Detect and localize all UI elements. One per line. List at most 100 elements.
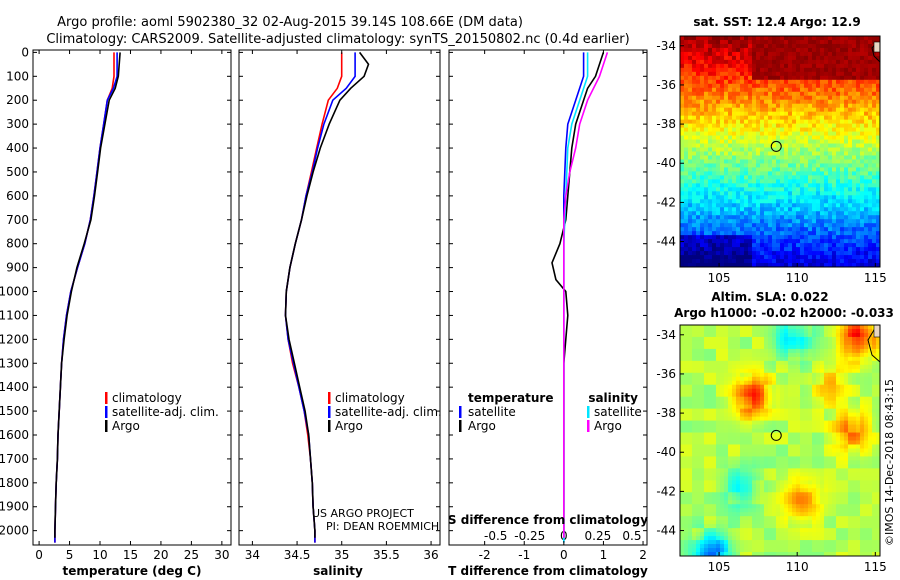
heatmap-cell	[716, 352, 721, 358]
heatmap-cell	[844, 247, 849, 252]
heatmap-cell	[820, 448, 825, 453]
heatmap-cell	[772, 231, 777, 236]
heatmap-cell	[728, 187, 733, 192]
heatmap-cell	[864, 175, 869, 180]
heatmap-cell	[776, 199, 781, 204]
heatmap-cell	[776, 456, 781, 461]
heatmap-cell	[720, 384, 725, 390]
heatmap-cell	[688, 460, 693, 465]
heatmap-cell	[700, 171, 705, 176]
heatmap-cell	[792, 460, 797, 465]
heatmap-cell	[764, 420, 769, 425]
heatmap-cell	[768, 43, 773, 49]
heatmap-cell	[752, 448, 757, 453]
heatmap-cell	[732, 416, 737, 421]
heatmap-cell	[844, 99, 849, 105]
heatmap-cell	[724, 63, 729, 69]
heatmap-cell	[856, 123, 861, 128]
heatmap-cell	[820, 348, 825, 354]
heatmap-cell	[696, 400, 701, 406]
heatmap-cell	[720, 207, 725, 212]
heatmap-cell	[684, 123, 689, 128]
heatmap-cell	[704, 239, 709, 244]
heatmap-cell	[780, 127, 785, 132]
heatmap-cell	[720, 420, 725, 425]
heatmap-cell	[824, 123, 829, 128]
heatmap-cell	[864, 191, 869, 196]
heatmap-cell	[836, 119, 841, 125]
heatmap-cell	[788, 420, 793, 425]
heatmap-cell	[852, 424, 857, 429]
heatmap-cell	[808, 235, 813, 240]
heatmap-cell	[824, 396, 829, 402]
heatmap-cell	[816, 199, 821, 204]
heatmap-cell	[796, 187, 801, 192]
heatmap-cell	[692, 400, 697, 406]
x-tick-label: 34.5	[284, 548, 311, 562]
heatmap-cell	[708, 36, 713, 41]
heatmap-cell	[820, 416, 825, 421]
heatmap-cell	[824, 464, 829, 469]
heatmap-cell	[856, 356, 861, 362]
heatmap-cell	[804, 211, 809, 216]
heatmap-cell	[780, 139, 785, 144]
heatmap-cell	[816, 380, 821, 386]
heatmap-cell	[844, 51, 849, 57]
heatmap-cell	[772, 151, 777, 156]
legend-climatology-swatch	[328, 392, 331, 404]
heatmap-cell	[808, 464, 813, 469]
heatmap-cell	[820, 119, 825, 125]
heatmap-cell	[744, 87, 749, 93]
heatmap-cell	[868, 396, 873, 402]
heatmap-cell	[820, 332, 825, 338]
heatmap-cell	[840, 436, 845, 441]
heatmap-cell	[708, 263, 713, 268]
heatmap-cell	[796, 352, 801, 358]
heatmap-cell	[836, 147, 841, 152]
heatmap-cell	[740, 235, 745, 240]
heatmap-cell	[704, 151, 709, 156]
heatmap-cell	[772, 348, 777, 354]
heatmap-cell	[760, 325, 765, 330]
heatmap-cell	[776, 396, 781, 402]
heatmap-cell	[684, 448, 689, 453]
heatmap-cell	[752, 127, 757, 132]
heatmap-cell	[872, 247, 877, 252]
heatmap-cell	[752, 79, 757, 85]
heatmap-cell	[808, 388, 813, 394]
heatmap-cell	[788, 183, 793, 188]
heatmap-cell	[704, 223, 709, 228]
heatmap-cell	[728, 392, 733, 398]
heatmap-cell	[812, 71, 817, 77]
heatmap-cell	[700, 91, 705, 97]
heatmap-cell	[744, 356, 749, 362]
heatmap-cell	[776, 376, 781, 382]
heatmap-cell	[800, 340, 805, 346]
heatmap-cell	[712, 332, 717, 338]
heatmap-cell	[732, 199, 737, 204]
heatmap-cell	[828, 223, 833, 228]
heatmap-cell	[704, 99, 709, 105]
heatmap-cell	[804, 380, 809, 386]
heatmap-cell	[696, 420, 701, 425]
heatmap-cell	[696, 83, 701, 89]
difference-legend-temperature: temperature satellite Argo	[459, 391, 553, 433]
heatmap-cell	[732, 456, 737, 461]
y-tick-label: 1000	[0, 285, 29, 299]
heatmap-cell	[856, 91, 861, 97]
heatmap-cell	[776, 223, 781, 228]
heatmap-cell	[824, 336, 829, 342]
heatmap-cell	[808, 408, 813, 414]
heatmap-cell	[852, 380, 857, 386]
heatmap-cell	[816, 39, 821, 45]
heatmap-cell	[780, 159, 785, 164]
legend-s-argo-label: Argo	[594, 419, 622, 433]
heatmap-cell	[732, 55, 737, 61]
heatmap-cell	[756, 191, 761, 196]
heatmap-cell	[844, 167, 849, 172]
heatmap-cell	[716, 175, 721, 180]
heatmap-cell	[848, 332, 853, 338]
heatmap-cell	[856, 139, 861, 144]
heatmap-cell	[816, 416, 821, 421]
legend-climatology-label: climatology	[112, 391, 182, 405]
